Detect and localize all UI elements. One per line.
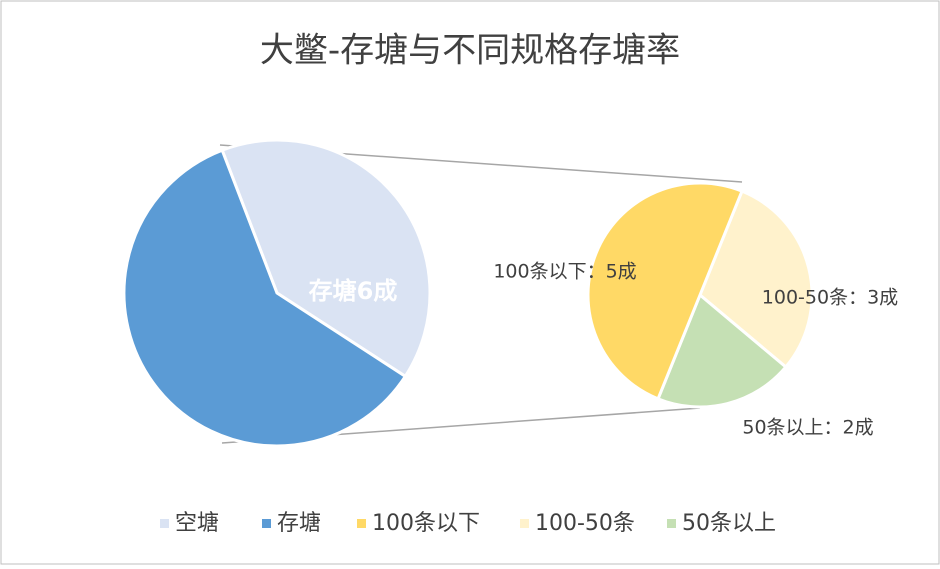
data-label: 50条以上：2成 [742, 417, 873, 439]
pie-slice [122, 148, 408, 448]
legend-swatch [160, 519, 169, 528]
data-label: 100-50条：3成 [762, 287, 898, 309]
pie-slice [220, 138, 432, 379]
legend-label: 100条以下 [372, 511, 480, 536]
pie-slice [586, 181, 744, 401]
legend-swatch [520, 519, 529, 528]
chart-title: 大鳖-存塘与不同规格存塘率 [260, 31, 680, 71]
legend-label: 100-50条 [535, 511, 635, 536]
data-label: 100条以下：5成 [493, 261, 636, 283]
legend-swatch [262, 519, 271, 528]
legend-label: 存塘 [277, 511, 321, 536]
pie-slice [698, 189, 814, 370]
legend-label: 空塘 [175, 511, 219, 536]
legend-swatch [667, 519, 676, 528]
legend-swatch [357, 519, 366, 528]
data-label: 存塘6成 [309, 277, 398, 305]
legend-label: 50条以上 [682, 511, 776, 536]
